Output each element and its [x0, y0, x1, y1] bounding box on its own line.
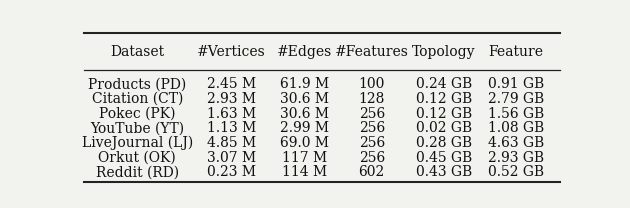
Text: 256: 256: [358, 106, 385, 121]
Text: 61.9 M: 61.9 M: [280, 77, 329, 91]
Text: YouTube (YT): YouTube (YT): [90, 121, 185, 135]
Text: 2.79 GB: 2.79 GB: [488, 92, 544, 106]
Text: 0.28 GB: 0.28 GB: [416, 136, 472, 150]
Text: Products (PD): Products (PD): [88, 77, 186, 91]
Text: 1.08 GB: 1.08 GB: [488, 121, 544, 135]
Text: Dataset: Dataset: [110, 45, 164, 59]
Text: 0.12 GB: 0.12 GB: [416, 106, 472, 121]
Text: 100: 100: [358, 77, 385, 91]
Text: #Features: #Features: [335, 45, 409, 59]
Text: 1.13 M: 1.13 M: [207, 121, 256, 135]
Text: Orkut (OK): Orkut (OK): [98, 151, 176, 165]
Text: 0.02 GB: 0.02 GB: [416, 121, 472, 135]
Text: 256: 256: [358, 151, 385, 165]
Text: 117 M: 117 M: [282, 151, 327, 165]
Text: Reddit (RD): Reddit (RD): [96, 165, 179, 179]
Text: 0.24 GB: 0.24 GB: [416, 77, 472, 91]
Text: 256: 256: [358, 136, 385, 150]
Text: 0.23 M: 0.23 M: [207, 165, 256, 179]
Text: 4.85 M: 4.85 M: [207, 136, 256, 150]
Text: 2.93 M: 2.93 M: [207, 92, 256, 106]
Text: Feature: Feature: [488, 45, 543, 59]
Text: 2.45 M: 2.45 M: [207, 77, 256, 91]
Text: 602: 602: [358, 165, 385, 179]
Text: 128: 128: [358, 92, 385, 106]
Text: Citation (CT): Citation (CT): [91, 92, 183, 106]
Text: 114 M: 114 M: [282, 165, 327, 179]
Text: Pokec (PK): Pokec (PK): [99, 106, 176, 121]
Text: 2.99 M: 2.99 M: [280, 121, 329, 135]
Text: 0.12 GB: 0.12 GB: [416, 92, 472, 106]
Text: 30.6 M: 30.6 M: [280, 106, 329, 121]
Text: Topology: Topology: [412, 45, 476, 59]
Text: 1.63 M: 1.63 M: [207, 106, 256, 121]
Text: 0.52 GB: 0.52 GB: [488, 165, 544, 179]
Text: 1.56 GB: 1.56 GB: [488, 106, 544, 121]
Text: 0.45 GB: 0.45 GB: [416, 151, 472, 165]
Text: 0.43 GB: 0.43 GB: [416, 165, 472, 179]
Text: 69.0 M: 69.0 M: [280, 136, 329, 150]
Text: #Edges: #Edges: [277, 45, 332, 59]
Text: LiveJournal (LJ): LiveJournal (LJ): [82, 136, 193, 150]
Text: 2.93 GB: 2.93 GB: [488, 151, 544, 165]
Text: 0.91 GB: 0.91 GB: [488, 77, 544, 91]
Text: 30.6 M: 30.6 M: [280, 92, 329, 106]
Text: #Vertices: #Vertices: [197, 45, 266, 59]
Text: 256: 256: [358, 121, 385, 135]
Text: 4.63 GB: 4.63 GB: [488, 136, 544, 150]
Text: 3.07 M: 3.07 M: [207, 151, 256, 165]
